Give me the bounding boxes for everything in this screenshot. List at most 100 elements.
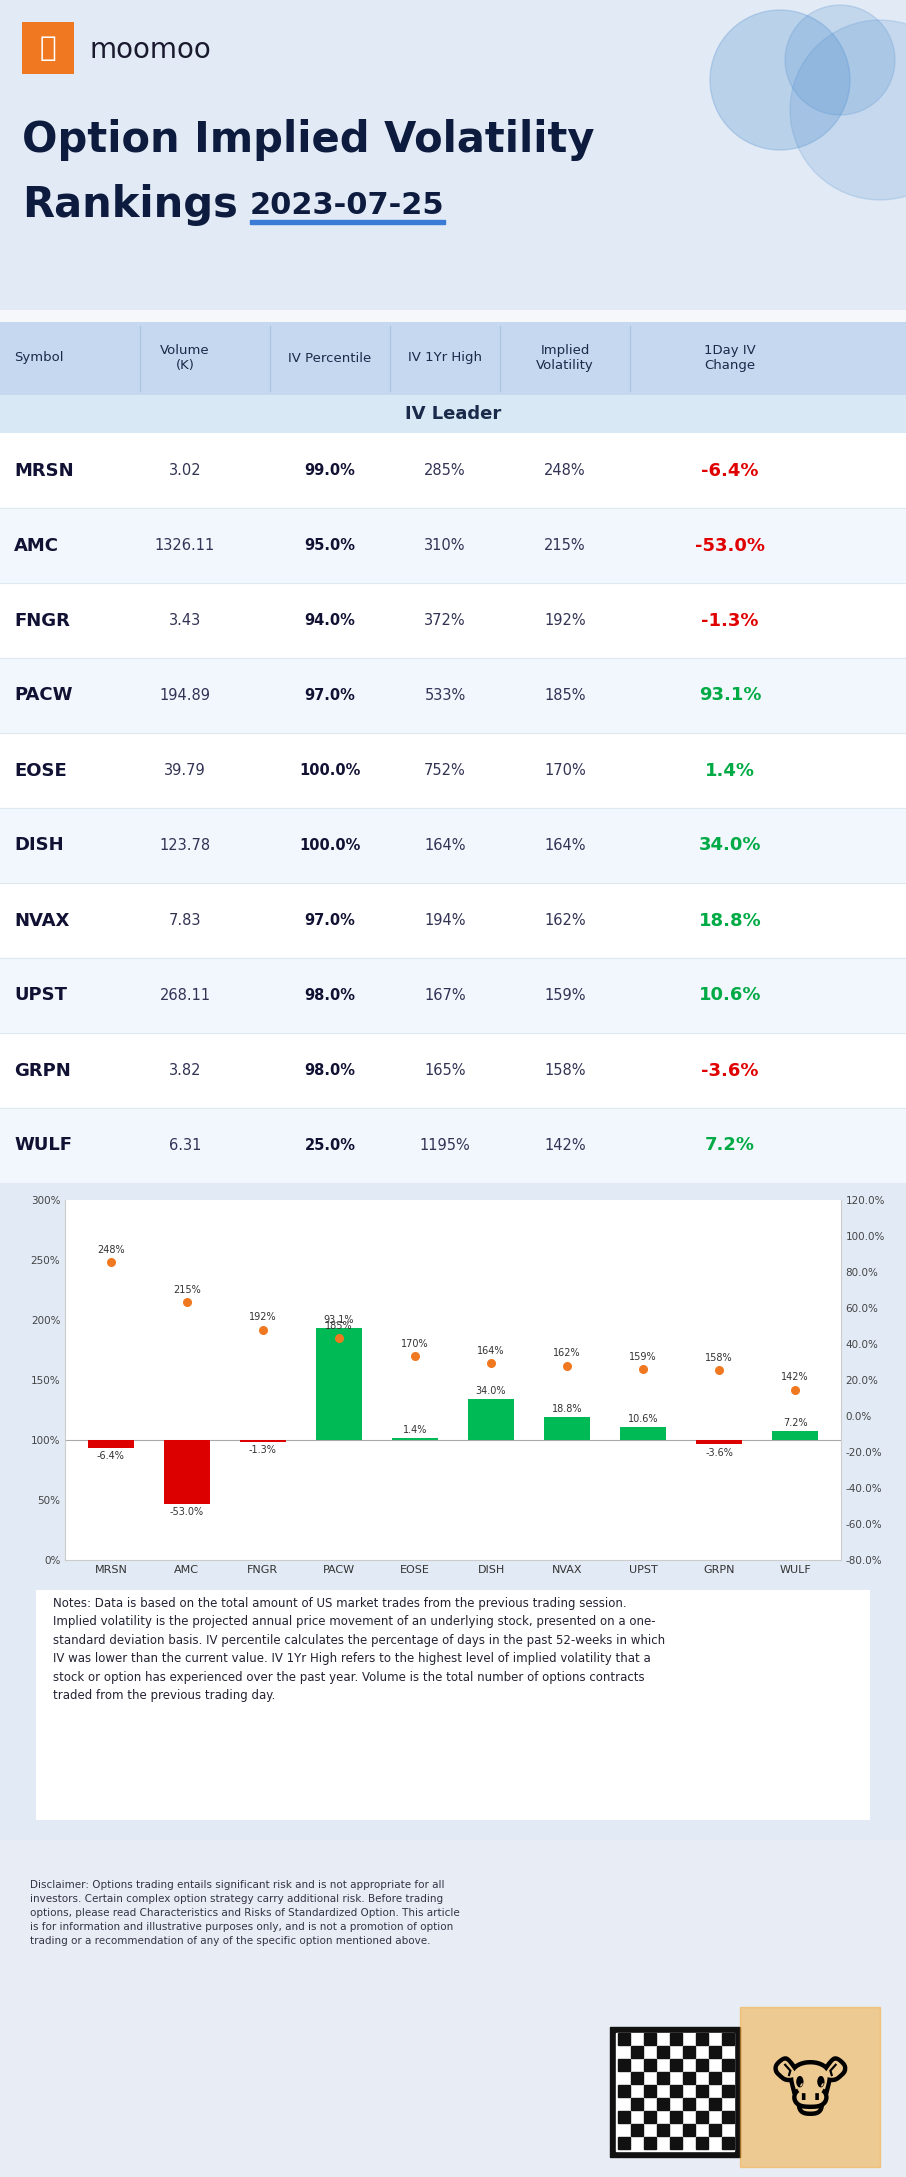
Text: 372%: 372% xyxy=(424,614,466,627)
Text: Disclaimer: Options trading entails significant risk and is not appropriate for : Disclaimer: Options trading entails sign… xyxy=(30,1881,459,1946)
Text: 185%: 185% xyxy=(545,688,586,703)
Bar xyxy=(631,2099,643,2110)
Text: 159%: 159% xyxy=(630,1352,657,1363)
Text: -3.6%: -3.6% xyxy=(701,1062,758,1080)
Bar xyxy=(22,22,74,74)
Point xyxy=(255,1313,270,1348)
Point xyxy=(103,1245,118,1280)
Bar xyxy=(250,220,445,224)
Text: 192%: 192% xyxy=(545,614,586,627)
Text: 3.43: 3.43 xyxy=(169,614,201,627)
Bar xyxy=(644,2059,656,2070)
Bar xyxy=(696,2059,708,2070)
Text: 34.0%: 34.0% xyxy=(699,836,761,856)
Bar xyxy=(618,2086,630,2096)
Text: 39.79: 39.79 xyxy=(164,762,206,777)
Point xyxy=(636,1352,651,1387)
Text: 94.0%: 94.0% xyxy=(304,614,355,627)
Bar xyxy=(644,2033,656,2044)
Text: IV Percentile: IV Percentile xyxy=(288,350,371,364)
Text: 1.4%: 1.4% xyxy=(403,1424,427,1435)
Text: 3.02: 3.02 xyxy=(169,464,201,479)
Text: 167%: 167% xyxy=(424,988,466,1004)
Circle shape xyxy=(790,20,906,200)
Text: 215%: 215% xyxy=(173,1284,201,1295)
Bar xyxy=(631,2125,643,2136)
Text: IV 1Yr High: IV 1Yr High xyxy=(408,350,482,364)
Text: Option Implied Volatility: Option Implied Volatility xyxy=(22,120,594,161)
Bar xyxy=(616,2033,734,2151)
Text: 159%: 159% xyxy=(545,988,586,1004)
Bar xyxy=(722,2138,734,2149)
Text: 🐂: 🐂 xyxy=(40,35,56,61)
Text: EOSE: EOSE xyxy=(14,762,67,779)
Text: Rankings: Rankings xyxy=(22,185,238,226)
Text: 165%: 165% xyxy=(424,1062,466,1078)
Text: 158%: 158% xyxy=(705,1354,733,1363)
Bar xyxy=(657,2099,669,2110)
Text: -1.3%: -1.3% xyxy=(701,612,758,629)
Bar xyxy=(0,507,906,583)
Text: 2023-07-25: 2023-07-25 xyxy=(250,192,445,220)
Bar xyxy=(545,1417,590,1439)
Bar xyxy=(670,2112,682,2123)
Bar xyxy=(618,2059,630,2070)
Bar xyxy=(316,1328,361,1439)
Point xyxy=(179,1284,194,1319)
Bar xyxy=(709,2073,721,2083)
Bar xyxy=(670,2033,682,2044)
Text: 1326.11: 1326.11 xyxy=(155,538,215,553)
Text: 1195%: 1195% xyxy=(419,1139,470,1154)
Text: 10.6%: 10.6% xyxy=(699,986,761,1004)
Legend: 1 DAY IV CHANGE, , IMPLIED VOLATILITY: 1 DAY IV CHANGE, , IMPLIED VOLATILITY xyxy=(292,1611,614,1633)
Bar xyxy=(631,2046,643,2057)
Text: 158%: 158% xyxy=(545,1062,586,1078)
Point xyxy=(560,1348,574,1382)
Text: 7.2%: 7.2% xyxy=(783,1417,807,1428)
Bar xyxy=(0,884,906,958)
Bar xyxy=(0,1034,906,1108)
Text: PACW: PACW xyxy=(14,686,72,705)
Text: Implied
Volatility: Implied Volatility xyxy=(536,344,593,372)
Text: 162%: 162% xyxy=(545,912,586,927)
Bar xyxy=(0,433,906,507)
Text: 25.0%: 25.0% xyxy=(304,1139,355,1154)
Text: 533%: 533% xyxy=(424,688,466,703)
Bar xyxy=(618,2138,630,2149)
Text: 100.0%: 100.0% xyxy=(299,762,361,777)
Bar xyxy=(88,1439,134,1448)
Text: 97.0%: 97.0% xyxy=(304,688,355,703)
Text: moomoo: moomoo xyxy=(90,37,212,63)
Bar xyxy=(722,2033,734,2044)
Bar xyxy=(657,2046,669,2057)
Text: -1.3%: -1.3% xyxy=(249,1446,277,1454)
Bar xyxy=(468,1400,514,1439)
Text: Notes: Data is based on the total amount of US market trades from the previous t: Notes: Data is based on the total amount… xyxy=(53,1598,665,1702)
Text: 7.2%: 7.2% xyxy=(705,1136,755,1154)
Bar xyxy=(670,2086,682,2096)
Text: FNGR: FNGR xyxy=(14,612,70,629)
Text: DISH: DISH xyxy=(14,836,63,856)
Bar xyxy=(0,734,906,808)
Bar xyxy=(618,2033,630,2044)
Bar xyxy=(696,2138,708,2149)
Text: 10.6%: 10.6% xyxy=(628,1413,659,1424)
Bar xyxy=(621,1428,666,1439)
Bar xyxy=(670,2138,682,2149)
Text: 185%: 185% xyxy=(325,1321,352,1330)
Bar xyxy=(683,2073,695,2083)
Text: 95.0%: 95.0% xyxy=(304,538,355,553)
Text: 752%: 752% xyxy=(424,762,466,777)
Point xyxy=(332,1321,346,1356)
Text: -53.0%: -53.0% xyxy=(695,536,765,555)
Bar xyxy=(709,2099,721,2110)
Text: 6.31: 6.31 xyxy=(169,1139,201,1154)
Text: 100.0%: 100.0% xyxy=(299,838,361,853)
Text: 18.8%: 18.8% xyxy=(552,1404,583,1413)
Text: 285%: 285% xyxy=(424,464,466,479)
Text: 18.8%: 18.8% xyxy=(699,912,761,930)
Text: -53.0%: -53.0% xyxy=(169,1506,204,1517)
Bar xyxy=(631,2073,643,2083)
Bar xyxy=(0,583,906,657)
Text: -3.6%: -3.6% xyxy=(705,1448,733,1459)
